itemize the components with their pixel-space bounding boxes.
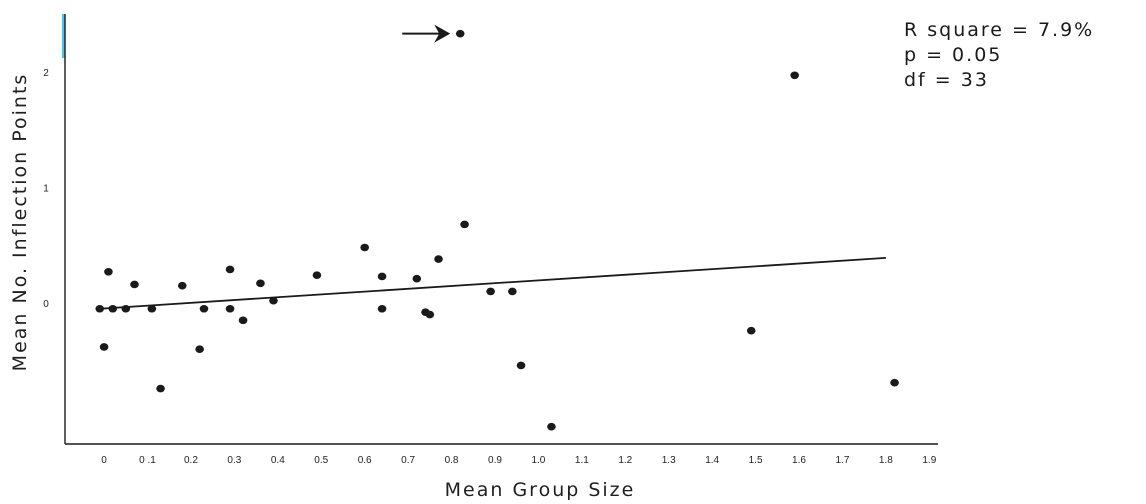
data-point (790, 71, 799, 80)
x-tick-label: 1.9 (922, 455, 936, 466)
df-label: df = 33 (904, 69, 989, 91)
data-point (547, 422, 556, 431)
x-tick-label: 0.2 (184, 455, 198, 466)
data-point (269, 296, 278, 305)
x-tick-label: 0.8 (445, 455, 459, 466)
x-tick-label: 1.3 (662, 455, 676, 466)
data-point (225, 265, 235, 274)
accent-bar (62, 14, 65, 58)
x-tick-label: 1.1 (575, 455, 589, 466)
data-point (108, 304, 118, 313)
x-tick-label: 0.9 (488, 455, 502, 466)
x-tick-label: 0.4 (271, 455, 285, 466)
x-tick-label: 1.2 (618, 455, 632, 466)
x-tick-label: 1.7 (835, 455, 849, 466)
data-point (238, 316, 248, 325)
y-tick-label: 0 (43, 299, 49, 310)
data-point (425, 310, 435, 319)
x-tick-label: 1.6 (792, 455, 806, 466)
y-axis-title: Mean No. Inflection Points (9, 73, 31, 372)
x-tick-label: 1.5 (749, 455, 763, 466)
data-point (121, 304, 131, 313)
data-point (147, 304, 157, 313)
data-point (377, 304, 387, 313)
x-tick-label: 0.5 (314, 455, 328, 466)
data-point (225, 304, 235, 313)
data-point (516, 361, 526, 370)
x-tick-label: 0 .1 (139, 455, 156, 466)
x-tick-label: 0.7 (401, 455, 415, 466)
data-point (508, 287, 517, 296)
data-point (99, 343, 109, 351)
data-point (434, 255, 443, 263)
x-tick-label: 1.4 (705, 455, 719, 466)
arrow-icon (402, 24, 451, 43)
y-tick-label: 1 (43, 183, 49, 194)
x-tick-label: 1.0 (531, 455, 545, 466)
data-point (130, 280, 139, 289)
trend-line (99, 256, 886, 310)
x-tick-label: 0.6 (358, 455, 372, 466)
data-point (412, 274, 422, 283)
data-point (746, 326, 756, 335)
data-point (95, 304, 105, 313)
data-point (460, 220, 469, 229)
data-point (195, 345, 204, 354)
data-point (312, 271, 322, 280)
data-point (377, 272, 387, 281)
data-point (199, 304, 209, 313)
data-point (360, 243, 369, 252)
data-point (890, 378, 899, 387)
data-point (177, 281, 187, 290)
data-points (95, 29, 899, 431)
y-tick-labels: 0 1 2 (43, 68, 49, 310)
stats-annotation: R square = 7.9% p = 0.05 df = 33 (904, 18, 1094, 93)
x-tick-label: 1.8 (879, 455, 893, 466)
data-point (156, 384, 165, 393)
x-axis-title: Mean Group Size (445, 479, 636, 501)
data-point (256, 279, 265, 288)
data-point (486, 287, 495, 296)
y-tick-label: 2 (43, 68, 49, 79)
r-square-label: R square = 7.9% (904, 19, 1095, 41)
x-tick-label: 0 (101, 455, 107, 466)
x-tick-label: 0.3 (227, 455, 241, 466)
x-tick-labels: 0 0 .1 0.2 0.3 0.4 0.5 0.6 0.7 0.8 0.9 1.0 1.1 1.2 1.… (101, 455, 936, 466)
data-point (104, 267, 113, 276)
p-value-label: p = 0.05 (904, 44, 1003, 66)
data-point (455, 29, 465, 38)
